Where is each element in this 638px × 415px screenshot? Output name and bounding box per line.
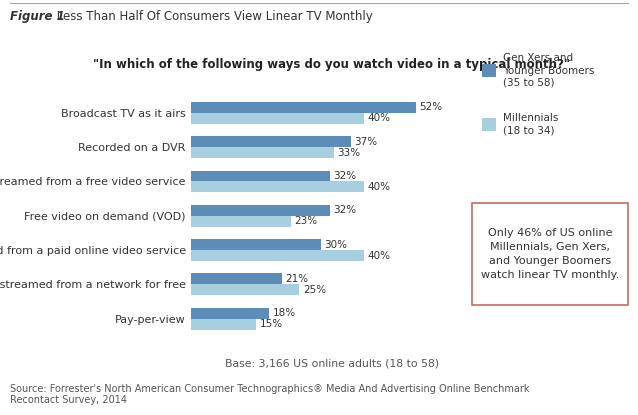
Text: Base: 3,166 US online adults (18 to 58): Base: 3,166 US online adults (18 to 58) [225, 359, 439, 369]
Text: 37%: 37% [355, 137, 378, 146]
Text: 25%: 25% [303, 285, 326, 295]
Text: Gen Xers and
Younger Boomers
(35 to 58): Gen Xers and Younger Boomers (35 to 58) [503, 53, 595, 88]
Bar [191, 113, 364, 124]
Text: 32%: 32% [333, 205, 356, 215]
Text: 21%: 21% [286, 274, 309, 284]
Text: 32%: 32% [333, 171, 356, 181]
Text: 40%: 40% [367, 113, 390, 123]
Text: Less Than Half Of Consumers View Linear TV Monthly: Less Than Half Of Consumers View Linear … [53, 10, 373, 23]
Text: Only 46% of US online
Millennials, Gen Xers,
and Younger Boomers
watch linear TV: Only 46% of US online Millennials, Gen X… [481, 228, 619, 280]
Text: 40%: 40% [367, 182, 390, 192]
Bar [191, 181, 364, 193]
Bar [191, 273, 282, 284]
Text: "In which of the following ways do you watch video in a typical month?": "In which of the following ways do you w… [93, 58, 570, 71]
Bar [191, 284, 299, 295]
Text: Source: Forrester's North American Consumer Technographics® Media And Advertisin: Source: Forrester's North American Consu… [10, 384, 529, 405]
Text: 52%: 52% [419, 103, 443, 112]
Bar [191, 171, 330, 181]
Text: 40%: 40% [367, 251, 390, 261]
Bar [191, 147, 334, 158]
Text: Millennials
(18 to 34): Millennials (18 to 34) [503, 113, 559, 136]
Bar [191, 136, 351, 147]
Text: 18%: 18% [272, 308, 296, 318]
Text: Figure 1: Figure 1 [10, 10, 64, 23]
Text: 15%: 15% [260, 319, 283, 329]
Bar [191, 205, 330, 216]
Bar [191, 308, 269, 319]
Bar [191, 102, 416, 113]
Bar [191, 319, 256, 330]
Bar [191, 216, 291, 227]
Bar [191, 250, 364, 261]
Text: 30%: 30% [324, 239, 348, 249]
Text: 33%: 33% [338, 148, 360, 158]
Bar [191, 239, 321, 250]
Text: 23%: 23% [294, 216, 317, 226]
